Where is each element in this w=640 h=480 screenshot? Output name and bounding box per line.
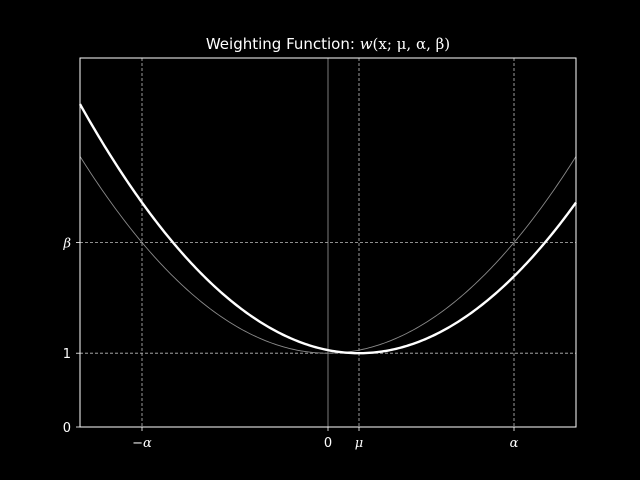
series-line-0: [78, 103, 577, 355]
y-tick-label-1: 1: [63, 347, 71, 362]
y-tick-label-0: 0: [63, 421, 71, 436]
x-tick-label-1: 0: [324, 436, 332, 451]
chart-title-args: (x; μ, α, β): [373, 35, 451, 53]
series-layer: [78, 103, 577, 355]
x-axis-ticks: −α 0 μ α: [132, 427, 519, 451]
chart-title-prefix: Weighting Function:: [206, 35, 360, 53]
x-tick-label-3: α: [510, 436, 519, 451]
y-tick-label-2: β: [62, 237, 71, 252]
x-tick-label-0: −α: [132, 436, 152, 451]
y-axis-ticks: 0 1 β: [62, 237, 80, 436]
x-tick-label-2: μ: [355, 436, 363, 451]
chart-title-func: w: [360, 35, 373, 53]
series-line-1: [79, 156, 577, 354]
chart-title: Weighting Function: w(x; μ, α, β): [206, 35, 450, 53]
